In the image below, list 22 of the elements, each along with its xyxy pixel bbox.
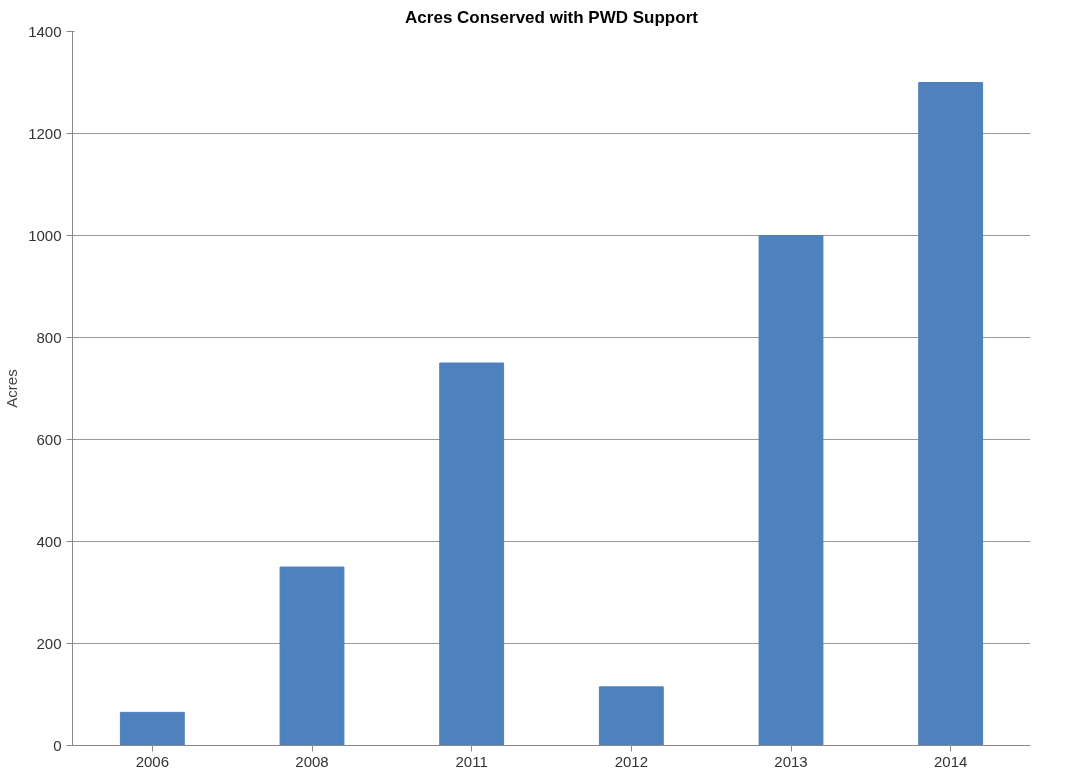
y-tick-label: 200 (36, 634, 62, 652)
bar (279, 566, 345, 746)
bar (758, 235, 824, 746)
y-tick-label: 800 (36, 328, 62, 346)
bar (918, 82, 984, 746)
bar (439, 362, 505, 746)
x-tick-label: 2011 (455, 752, 488, 770)
x-tick-label: 2006 (135, 752, 170, 770)
bar (119, 711, 185, 746)
y-tick-label: 400 (36, 532, 62, 550)
y-tick-label: 0 (53, 736, 62, 754)
y-tick-label: 600 (36, 430, 62, 448)
chart-title: Acres Conserved with PWD Support (405, 7, 699, 27)
y-axis-title: Acres (3, 369, 21, 408)
x-tick-label: 2013 (774, 752, 808, 770)
y-tick-label: 1400 (28, 22, 62, 40)
x-tick-label: 2008 (295, 752, 329, 770)
x-tick-label: 2014 (933, 752, 968, 770)
y-tick-label: 1000 (28, 226, 62, 244)
y-tick-label: 1200 (28, 124, 62, 142)
bar (598, 686, 664, 746)
x-tick-label: 2012 (614, 752, 649, 770)
